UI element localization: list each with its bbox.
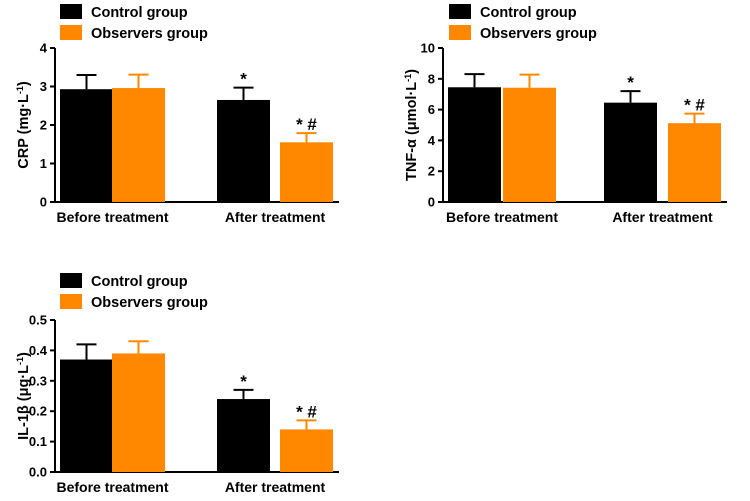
x-category-label: Before treatment bbox=[56, 209, 168, 225]
legend-label-control: Control group bbox=[480, 5, 577, 21]
legend-label-control: Control group bbox=[91, 5, 188, 21]
bar-control-after bbox=[217, 99, 270, 202]
y-tick-label: 0.0 bbox=[29, 465, 47, 480]
x-category-label: After treatment bbox=[225, 209, 326, 225]
y-tick-label: 2 bbox=[40, 118, 47, 133]
x-category-label: Before treatment bbox=[56, 479, 168, 495]
y-axis-title: IL-1β (μg·L-1) bbox=[15, 352, 32, 440]
legend-label-control: Control group bbox=[91, 274, 188, 290]
y-tick-label: 4 bbox=[40, 41, 48, 56]
chart-crp: Control group Observers group CRP (mg·L-1)… bbox=[15, 4, 339, 225]
legend-label-observers: Observers group bbox=[91, 295, 208, 311]
bar-control-before bbox=[60, 89, 113, 202]
legend-swatch-observers bbox=[60, 294, 82, 309]
y-tick-label: 10 bbox=[421, 41, 435, 56]
legend-swatch-control bbox=[60, 273, 82, 288]
bar-control-before bbox=[60, 359, 113, 472]
y-tick-label: 0.5 bbox=[29, 313, 47, 328]
y-tick-label: 0.4 bbox=[29, 343, 48, 358]
legend-label-observers: Observers group bbox=[480, 26, 597, 42]
y-tick-label: 0 bbox=[40, 195, 47, 210]
legend-swatch-control bbox=[60, 4, 82, 19]
bar-observers-after bbox=[668, 123, 721, 202]
y-tick-label: 6 bbox=[428, 102, 435, 117]
y-axis-title: CRP (mg·L-1) bbox=[15, 81, 32, 169]
significance-mark: * # bbox=[684, 96, 705, 115]
chart-il1b: Control group Observers group IL-1β (μg·L-… bbox=[15, 273, 339, 495]
bar-observers-after bbox=[280, 429, 333, 472]
significance-mark: * bbox=[627, 73, 634, 92]
legend-label-observers: Observers group bbox=[91, 26, 208, 42]
y-tick-label: 0.2 bbox=[29, 404, 47, 419]
significance-mark: * # bbox=[296, 115, 317, 134]
chart-tnf: Control group Observers group TNF-α (μmol·… bbox=[403, 4, 727, 225]
bar-control-after bbox=[217, 399, 270, 472]
y-tick-label: 0 bbox=[428, 195, 435, 210]
legend-swatch-observers bbox=[449, 25, 471, 40]
x-category-label: After treatment bbox=[225, 479, 326, 495]
y-axis-title: TNF-α (μmol·L-1) bbox=[403, 69, 420, 181]
significance-mark: * bbox=[240, 372, 247, 391]
bar-observers-before bbox=[112, 88, 165, 202]
significance-mark: * # bbox=[296, 402, 317, 421]
y-tick-label: 2 bbox=[428, 164, 435, 179]
bar-control-after bbox=[604, 102, 657, 202]
y-tick-label: 8 bbox=[428, 71, 435, 86]
bar-observers-before bbox=[503, 87, 556, 202]
y-tick-label: 1 bbox=[40, 156, 47, 171]
x-category-label: After treatment bbox=[612, 209, 713, 225]
significance-mark: * bbox=[240, 70, 247, 89]
legend-swatch-observers bbox=[60, 25, 82, 40]
bar-observers-before bbox=[112, 353, 165, 472]
x-category-label: Before treatment bbox=[446, 209, 558, 225]
y-tick-label: 0.3 bbox=[29, 373, 47, 388]
legend-swatch-control bbox=[449, 4, 471, 19]
y-tick-label: 4 bbox=[428, 133, 436, 148]
y-tick-label: 0.1 bbox=[29, 434, 47, 449]
y-tick-label: 3 bbox=[40, 79, 47, 94]
bar-observers-after bbox=[280, 142, 333, 202]
bar-control-before bbox=[448, 87, 501, 202]
